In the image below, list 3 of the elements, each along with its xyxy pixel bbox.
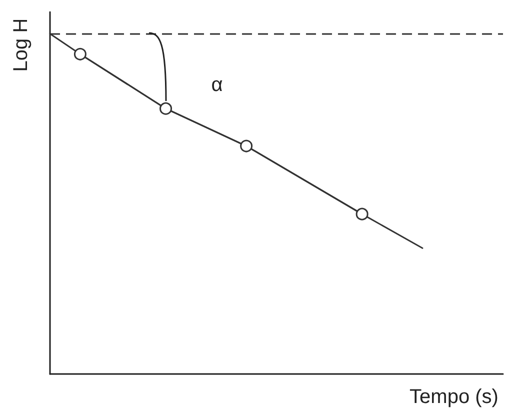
y-axis-title: Log H	[10, 18, 32, 72]
x-axis-title: Tempo (s)	[410, 386, 498, 408]
annotation: α	[211, 74, 223, 96]
